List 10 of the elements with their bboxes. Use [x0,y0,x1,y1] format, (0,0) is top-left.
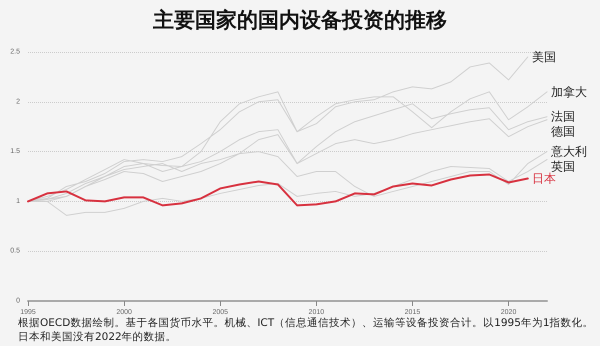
series-label: 意大利 [550,144,587,159]
series-label: 美国 [532,50,556,64]
series-label: 法国 [551,110,575,124]
series-label: 日本 [532,171,556,186]
series-label: 加拿大 [551,84,587,99]
series-label: 德国 [551,124,575,139]
text: 日本和美国没有2022年的数据。 [18,330,178,344]
chart-title: 主要国家的国内设备投资的推移 [152,7,448,34]
text: 根据OECD数据绘制。基于各国货币水平。机械、ICT（信息通信技术）、运输等设备投资合计。以1995年为1指数化。 [18,316,594,330]
series-label: 英国 [551,160,575,174]
